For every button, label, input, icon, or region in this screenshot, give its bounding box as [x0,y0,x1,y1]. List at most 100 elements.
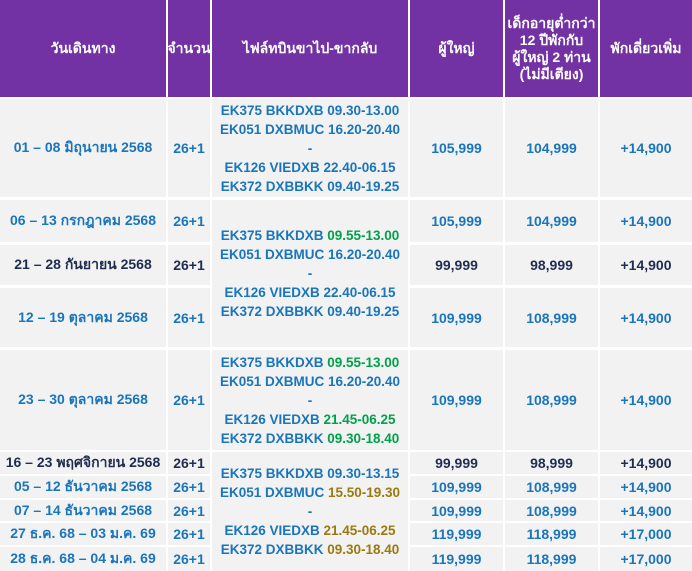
flight-time: 09.30-18.40 [327,542,400,557]
flight-route: EK375 BKKDXB [220,466,324,481]
cell-flights: EK375 BKKDXB 09.55-13.00 EK051 DXBMUC 16.… [212,200,408,347]
cell-pax: 26+1 [168,288,210,347]
cell-child: 104,999 [505,200,598,242]
flight-route: EK375 BKKDXB [220,102,324,118]
cell-pax: 26+1 [168,523,210,545]
header-line: 12 ปีพักกับ [519,31,584,48]
header-single: พักเดี่ยวเพิ่ม [600,0,692,97]
cell-adult: 105,999 [410,99,503,197]
cell-date: 28 ธ.ค. 68 – 04 ม.ค. 69 [0,547,166,571]
cell-pax: 26+1 [168,350,210,450]
flight-line: EK372 DXBBKK 09.30-18.40 [221,429,400,448]
cell-pax: 26+1 [168,452,210,474]
header-pax: จำนวน [168,0,210,97]
cell-adult: 119,999 [410,547,503,571]
cell-date: 21 – 28 กันยายน 2568 [0,245,166,285]
cell-date: 07 – 14 ธันวาคม 2568 [0,500,166,521]
flight-time: 15.50-19.30 [327,485,401,500]
cell-single: +14,900 [600,245,692,285]
cell-child: 108,999 [505,288,598,347]
flight-route: EK372 DXBBKK [220,304,324,319]
cell-single: +17,000 [600,523,692,545]
flight-time: 22.40-06.15 [323,159,396,175]
flight-line: EK051 DXBMUC 16.20-20.40 [220,372,400,391]
flight-line: - [308,139,313,158]
flight-line: EK126 VIEDXB 21.45-06.25 [224,521,395,540]
flight-line: EK375 BKKDXB 09.55-13.00 [221,353,400,372]
flight-time: 16.20-20.40 [327,373,401,389]
cell-date: 05 – 12 ธันวาคม 2568 [0,476,166,498]
header-line: ผู้ใหญ่ 2 ท่าน [512,48,591,65]
flight-route: - [307,504,313,519]
cell-adult: 99,999 [410,245,503,285]
flight-route: EK126 VIEDXB [224,411,320,427]
flight-line: - [308,502,313,521]
flight-time: 09.40-19.25 [327,178,400,194]
flight-line: EK375 BKKDXB 09.30-13.00 [221,101,400,120]
cell-adult: 119,999 [410,523,503,545]
cell-child: 118,999 [505,523,598,545]
flight-route: EK375 BKKDXB [220,228,324,243]
cell-single: +17,000 [600,547,692,571]
cell-adult: 109,999 [410,500,503,521]
flight-route: EK372 DXBBKK [220,542,324,557]
flight-route: EK126 VIEDXB [224,523,320,538]
flight-line: EK372 DXBBKK 09.40-19.25 [221,302,400,321]
cell-pax: 26+1 [168,245,210,285]
cell-date: 27 ธ.ค. 68 – 03 ม.ค. 69 [0,523,166,545]
flight-line: EK375 BKKDXB 09.55-13.00 [221,226,400,245]
flight-time: 09.40-19.25 [327,304,400,319]
flight-route: EK051 DXBMUC [219,121,325,137]
flight-time: 16.20-20.40 [327,247,401,262]
flight-line: EK126 VIEDXB 21.45-06.25 [224,410,395,429]
cell-single: +14,900 [600,350,692,450]
cell-child: 98,999 [505,245,598,285]
cell-date: 01 – 08 มิถุนายน 2568 [0,99,166,197]
flight-line: EK372 DXBBKK 09.30-18.40 [221,540,400,559]
cell-child: 118,999 [505,547,598,571]
cell-single: +14,900 [600,99,692,197]
flight-route: EK372 DXBBKK [220,430,324,446]
flight-time: 21.45-06.25 [323,411,396,427]
flight-time: 09.30-13.15 [327,466,400,481]
flight-route: - [307,140,313,156]
cell-child: 108,999 [505,476,598,498]
flight-route: - [307,392,313,408]
flight-line: EK126 VIEDXB 22.40-06.15 [224,283,395,302]
cell-flights: EK375 BKKDXB 09.30-13.00 EK051 DXBMUC 16.… [212,99,408,197]
flight-line: - [308,391,313,410]
cell-pax: 26+1 [168,99,210,197]
cell-date: 23 – 30 ตุลาคม 2568 [0,350,166,450]
flight-line: EK051 DXBMUC 15.50-19.30 [220,483,400,502]
flight-time: 16.20-20.40 [327,121,401,137]
flight-route: EK051 DXBMUC [219,373,325,389]
header-line: (ไม่มีเตียง) [519,65,584,82]
cell-flights: EK375 BKKDXB 09.30-13.15 EK051 DXBMUC 15.… [212,452,408,571]
header-date: วันเดินทาง [0,0,166,97]
cell-pax: 26+1 [168,200,210,242]
flight-time: 09.30-13.00 [327,102,400,118]
header-line: เด็กอายุต่ำกว่า [507,14,596,31]
flight-time: 21.45-06.25 [323,523,396,538]
flight-time: 09.30-18.40 [327,430,400,446]
flight-time: 22.40-06.15 [323,285,396,300]
flight-route: EK126 VIEDXB [224,285,320,300]
cell-pax: 26+1 [168,476,210,498]
flight-route: EK372 DXBBKK [220,178,324,194]
cell-single: +14,900 [600,200,692,242]
flight-route: EK051 DXBMUC [219,485,325,500]
flight-line: EK372 DXBBKK 09.40-19.25 [221,177,400,196]
flight-line: EK051 DXBMUC 16.20-20.40 [220,245,400,264]
cell-date: 12 – 19 ตุลาคม 2568 [0,288,166,347]
flight-time: 09.55-13.00 [327,354,400,370]
flight-route: - [307,266,313,281]
flight-line: EK375 BKKDXB 09.30-13.15 [221,464,400,483]
cell-child: 104,999 [505,99,598,197]
flight-line: - [308,264,313,283]
header-adult: ผู้ใหญ่ [410,0,503,97]
cell-adult: 109,999 [410,476,503,498]
cell-adult: 109,999 [410,288,503,347]
flight-route: EK126 VIEDXB [224,159,320,175]
header-flight: ไฟล์ทบินขาไป-ขากลับ [212,0,408,97]
